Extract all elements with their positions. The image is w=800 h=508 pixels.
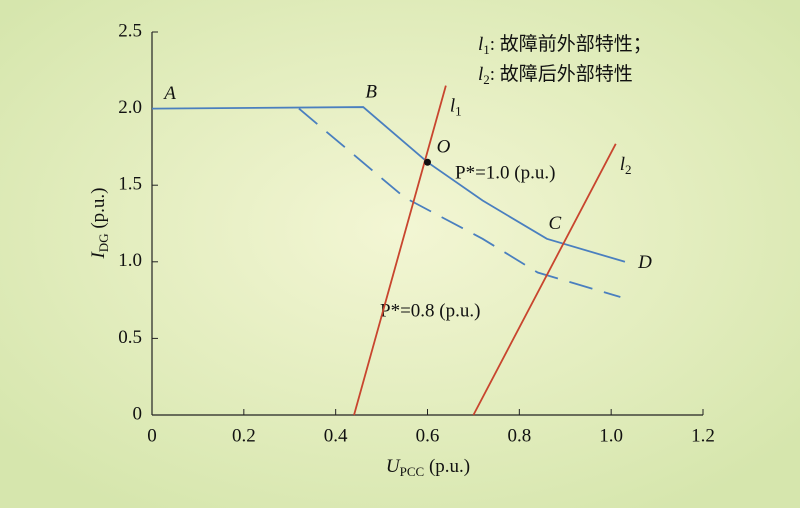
y-tick-label: 2.5 [118, 20, 142, 41]
line-label-sub: 2 [625, 162, 632, 177]
point-label: A [162, 83, 176, 104]
x-axis-label-rest: (p.u.) [424, 456, 470, 477]
y-axis-label-rest: (p.u.) [88, 187, 109, 233]
line-label-symbol: l [450, 96, 455, 117]
point-label: B [365, 81, 377, 102]
line-label: l1 [450, 96, 462, 119]
y-tick-label: 1.0 [118, 250, 142, 271]
intersection-point [424, 158, 431, 166]
x-axis-label-symbol: U [386, 456, 401, 477]
x-tick-label: 0.2 [232, 425, 256, 446]
y-tick-label: 0 [133, 403, 143, 424]
y-axis-label: IDG (p.u.) [88, 187, 111, 259]
line-label-sub: 1 [455, 104, 462, 119]
x-tick-label: 0.6 [416, 425, 440, 446]
legend-entry-symbol: l [478, 64, 483, 85]
x-tick-label: 0 [147, 425, 157, 446]
point-label: D [637, 252, 652, 273]
x-axis-label: UPCC (p.u.) [386, 456, 470, 479]
series-line [472, 143, 617, 416]
legend-entry: l2: 故障后外部特性 [478, 63, 633, 87]
x-tick-label: 0.8 [507, 425, 531, 446]
y-tick-label: 1.5 [118, 174, 142, 195]
legend-entry-sub: 2 [483, 72, 490, 87]
point-label: C [549, 213, 562, 234]
y-axis-label-symbol: I [88, 251, 109, 260]
line-label-symbol: l [620, 154, 625, 175]
series-line [298, 107, 621, 298]
series-label: P*=1.0 (p.u.) [455, 162, 555, 183]
x-axis-label-sub: PCC [400, 464, 425, 479]
x-tick-label: 1.2 [691, 425, 715, 446]
x-tick-label: 1.0 [599, 425, 623, 446]
y-tick-label: 2.0 [118, 97, 142, 118]
y-axis-label-sub: DG [96, 233, 111, 252]
line-label: l2 [620, 154, 632, 177]
legend-entry-symbol: l [478, 34, 483, 55]
legend-entry: l1: 故障前外部特性； [478, 33, 652, 57]
series-label: P*=0.8 (p.u.) [380, 300, 480, 321]
series-line [151, 106, 626, 263]
x-tick-label: 0.4 [324, 425, 348, 446]
series-line [353, 85, 447, 416]
legend-entry-text: : 故障后外部特性 [490, 63, 633, 85]
legend-entry-text: : 故障前外部特性； [490, 33, 652, 55]
legend-entry-sub: 1 [483, 42, 490, 57]
point-label: O [437, 137, 451, 158]
y-tick-label: 0.5 [118, 327, 142, 348]
